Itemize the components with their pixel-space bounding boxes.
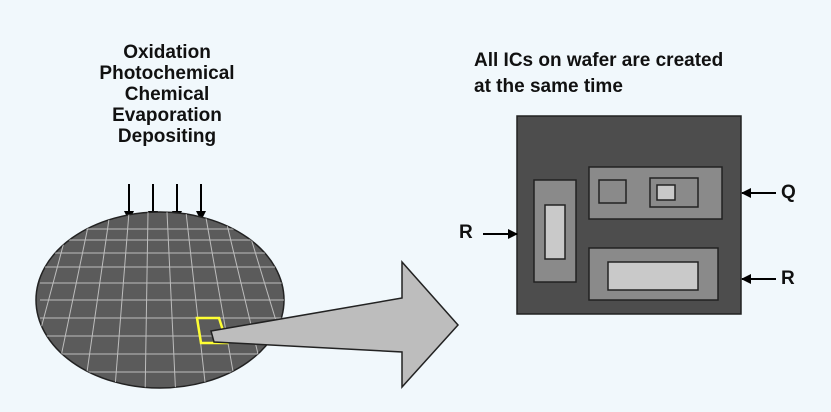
callout-arrow: [210, 260, 460, 389]
process-steps-list: Oxidation Photochemical Chemical Evapora…: [62, 42, 272, 147]
process-step: Evaporation: [112, 105, 222, 126]
label-arrows: [483, 188, 776, 284]
headline: All ICs on wafer are created at the same…: [474, 48, 804, 100]
chip-die: [516, 115, 742, 315]
headline-line-2: at the same time: [474, 76, 623, 97]
headline-line-1: All ICs on wafer are created: [474, 50, 724, 71]
label-r-right: R: [781, 268, 795, 289]
wafer: [35, 211, 285, 389]
process-step: Photochemical: [99, 63, 235, 84]
label-q: Q: [781, 182, 796, 203]
label-r-left: R: [459, 222, 473, 243]
process-step: Oxidation: [123, 42, 211, 63]
process-step: Chemical: [124, 84, 210, 105]
process-step: Depositing: [117, 126, 217, 147]
